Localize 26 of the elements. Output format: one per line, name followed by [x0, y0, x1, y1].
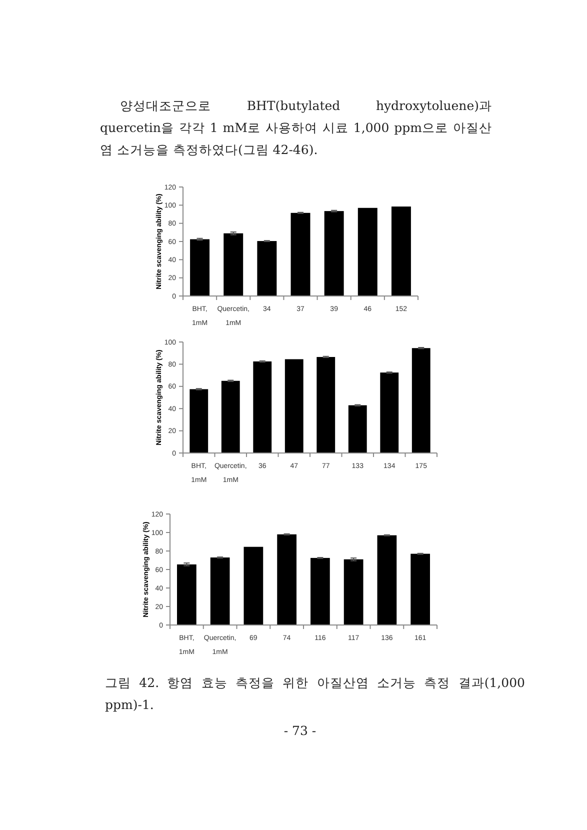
bar — [284, 359, 304, 453]
bar — [221, 380, 240, 453]
bar — [316, 356, 336, 453]
bar — [344, 559, 364, 625]
text: 양성대조군으로 BHT(butylated hydroxytoluene)과 quercetin을 각각 1 mM로 사용하여 시료 1,000 ppm으로 아질산염 소거능을 측정하였다(그림 42-46). — [100, 97, 492, 159]
caption: 그림 42. 항염 효능 측정을 위한 아질산염 소거능 측정 결과(1,000 ppm)-1. — [105, 674, 525, 714]
bar — [377, 535, 397, 625]
bar — [277, 534, 296, 625]
bar — [358, 208, 378, 296]
bar — [190, 389, 208, 453]
bar — [177, 564, 196, 625]
bar — [412, 348, 430, 453]
bar — [348, 405, 367, 453]
bar — [290, 212, 310, 296]
bar — [244, 546, 264, 625]
bar — [391, 206, 411, 296]
bar — [190, 239, 210, 296]
bar — [324, 211, 344, 296]
text: - 73 - — [282, 722, 318, 740]
bar — [380, 372, 399, 453]
bar — [410, 554, 430, 625]
bar — [224, 233, 244, 296]
bar — [210, 557, 230, 625]
bar — [257, 241, 277, 296]
bar — [310, 558, 330, 625]
bar — [253, 361, 272, 453]
